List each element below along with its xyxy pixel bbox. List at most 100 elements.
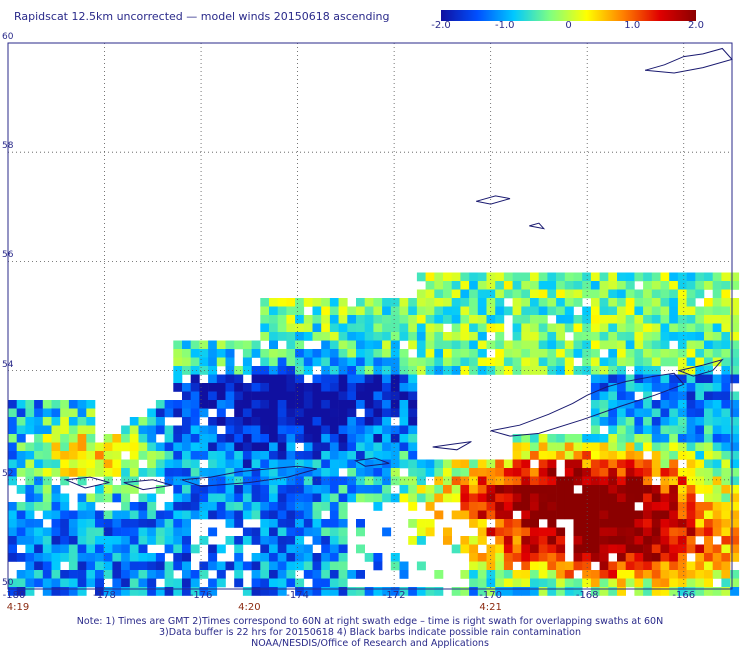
wind-cell	[25, 544, 35, 554]
wind-cell	[147, 468, 157, 477]
wind-cell	[51, 527, 61, 537]
wind-cell	[625, 570, 635, 579]
wind-cell	[530, 349, 539, 358]
wind-cell	[303, 561, 313, 571]
wind-cell	[547, 340, 557, 350]
wind-cell	[425, 281, 435, 290]
wind-cell	[634, 468, 644, 477]
wind-cell	[338, 527, 348, 537]
wind-cell	[512, 459, 522, 469]
wind-cell	[103, 536, 113, 545]
wind-cell	[225, 374, 235, 384]
wind-cell	[321, 544, 331, 554]
wind-cell	[443, 298, 452, 307]
wind-cell	[721, 451, 731, 460]
wind-cell	[286, 442, 296, 452]
wind-cell	[129, 459, 139, 469]
wind-cell	[469, 510, 479, 520]
wind-cell	[138, 493, 148, 503]
wind-cell	[225, 502, 235, 511]
wind-cell	[112, 527, 122, 537]
wind-cell	[234, 570, 244, 579]
wind-cell	[669, 349, 679, 358]
wind-cell	[608, 357, 618, 367]
wind-cell	[8, 425, 17, 435]
wind-cell	[251, 374, 261, 384]
wind-cell	[564, 570, 574, 579]
wind-cell	[530, 553, 539, 562]
wind-cell	[547, 306, 557, 316]
wind-cell	[651, 306, 661, 316]
wind-cell	[182, 451, 191, 460]
wind-cell	[608, 468, 618, 477]
wind-cell	[164, 536, 174, 545]
wind-cell	[712, 476, 722, 486]
wind-cell	[234, 510, 244, 520]
wind-cell	[669, 434, 679, 443]
wind-cell	[408, 340, 418, 350]
wind-cell	[686, 306, 696, 316]
wind-cell	[469, 340, 479, 350]
wind-cell	[608, 434, 618, 443]
wind-cell	[704, 561, 713, 571]
wind-cell	[286, 425, 296, 435]
wind-cell	[512, 281, 522, 290]
wind-cell	[182, 425, 191, 435]
map-frame	[7, 42, 733, 590]
wind-cell	[303, 315, 313, 324]
wind-cell	[60, 510, 70, 520]
wind-cell	[677, 451, 687, 460]
wind-cell	[730, 570, 740, 579]
wind-cell	[416, 476, 426, 486]
wind-cell	[677, 468, 687, 477]
wind-cell	[730, 485, 740, 494]
wind-cell	[643, 578, 653, 588]
wind-cell	[634, 587, 644, 596]
wind-cell	[338, 519, 348, 528]
wind-cell	[408, 400, 418, 409]
wind-cell	[634, 485, 644, 494]
wind-cell	[608, 281, 618, 290]
wind-cell	[199, 510, 209, 520]
wind-cell	[77, 493, 87, 503]
wind-cell	[617, 281, 626, 290]
wind-cell	[242, 468, 252, 477]
wind-cell	[164, 442, 174, 452]
wind-cell	[608, 510, 618, 520]
wind-cell	[216, 400, 226, 409]
wind-cell	[199, 425, 209, 435]
wind-cell	[651, 544, 661, 554]
wind-cell	[216, 451, 226, 460]
wind-cell	[721, 340, 731, 350]
wind-cell	[564, 493, 574, 503]
wind-cell	[556, 561, 566, 571]
wind-cell	[712, 332, 722, 341]
wind-cell	[625, 536, 635, 545]
wind-cell	[425, 306, 435, 316]
wind-cell	[721, 391, 731, 401]
wind-cell	[60, 519, 70, 528]
wind-cell	[686, 570, 696, 579]
wind-cell	[590, 442, 600, 452]
wind-cell	[190, 451, 200, 460]
wind-cell	[321, 468, 331, 477]
wind-cell	[138, 468, 148, 477]
wind-cell	[373, 587, 383, 596]
wind-cell	[390, 315, 400, 324]
wind-cell	[60, 451, 70, 460]
wind-cell	[704, 459, 713, 469]
wind-cell	[199, 434, 209, 443]
wind-cell	[451, 323, 461, 333]
wind-cell	[382, 298, 392, 307]
longitude-label: -178	[93, 590, 116, 601]
wind-cell	[277, 493, 287, 503]
wind-cell	[443, 476, 452, 486]
wind-cell	[669, 485, 679, 494]
wind-cell	[338, 459, 348, 469]
wind-cell	[42, 561, 52, 571]
wind-cell	[408, 306, 418, 316]
wind-cell	[182, 553, 191, 562]
wind-cell	[617, 553, 626, 562]
wind-cell	[286, 561, 296, 571]
wind-cell	[634, 561, 644, 571]
